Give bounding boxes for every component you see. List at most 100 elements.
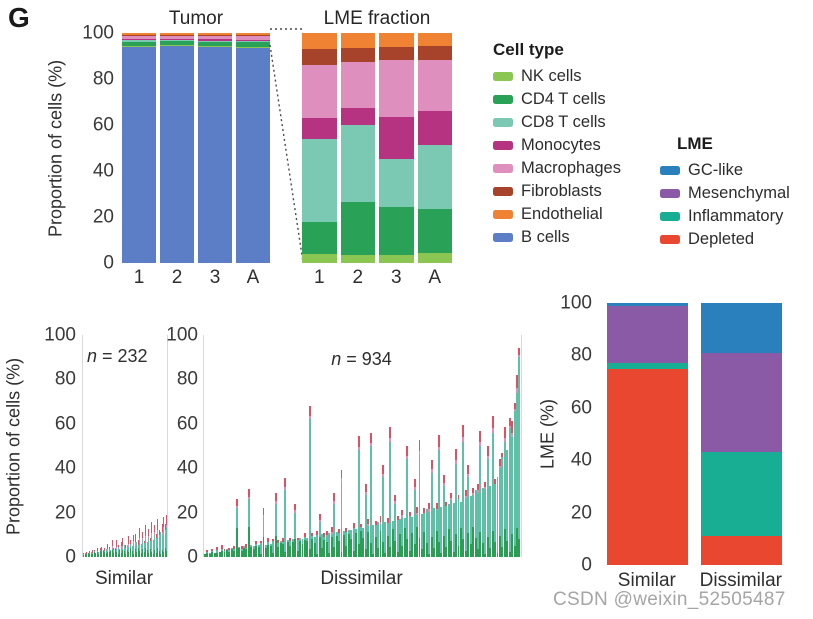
dense-segment-cd4-part — [420, 549, 423, 557]
dense-segment-cd8-part — [243, 545, 245, 548]
dense-segment-cd4-part — [406, 539, 409, 557]
dense-segment-cd4-part — [163, 552, 165, 557]
dissimilar-x-label: Dissimilar — [320, 568, 403, 589]
lme-fraction-x-categories: 1 2 3 A — [302, 267, 452, 289]
dense-segment-pink-part — [333, 501, 336, 504]
dense-bar — [86, 335, 88, 557]
dense-bar — [425, 335, 428, 557]
dense-segment-cd8-part — [360, 526, 362, 532]
dense-segment-red-tip — [457, 494, 460, 500]
cell-type-legend: Cell type NK cells CD4 T cells CD8 T cells M… — [493, 40, 621, 249]
dense-segment-red-tip — [166, 514, 168, 525]
dense-bar — [459, 335, 462, 557]
dense-bar — [472, 335, 475, 557]
dense-segment-cd8-part — [123, 545, 125, 552]
dense-segment-cd4-part — [503, 529, 506, 557]
legend-swatch — [493, 210, 513, 219]
dense-bar — [140, 335, 142, 557]
legend-label: CD4 T cells — [521, 90, 606, 108]
dense-segment-cd8-part — [238, 546, 241, 549]
stacked-bar-Dissimilar — [701, 303, 782, 565]
dense-bar — [93, 335, 95, 557]
dense-bar — [462, 335, 465, 557]
dense-segment-cd8-part — [503, 441, 506, 530]
segment-b-cells — [198, 46, 232, 263]
dense-segment-red-tip — [122, 538, 124, 546]
dense-bar — [384, 335, 387, 557]
dense-bar — [240, 335, 243, 557]
lme-legend: LME GC-like Mesenchymal Inflammatory Deplete… — [660, 134, 790, 251]
dense-segment-pink-part — [163, 526, 165, 530]
dense-segment-cd4-part — [160, 554, 162, 557]
dense-segment-red-tip — [223, 549, 226, 551]
dense-segment-cd4-part — [333, 546, 336, 557]
dense-segment-red-tip — [367, 519, 370, 525]
dense-segment-cd4-part — [462, 539, 465, 557]
dense-segment-cd4-part — [394, 540, 397, 557]
dense-segment-pink-part — [518, 354, 521, 358]
dense-segment-pink-part — [164, 530, 166, 533]
dense-segment-cd4-part — [469, 544, 472, 557]
segment-monocytes — [379, 117, 414, 159]
dense-segment-pink-part — [477, 490, 479, 493]
dense-segment-red-tip — [467, 465, 470, 474]
dense-segment-cd4-part — [208, 553, 211, 557]
stacked-bar-2 — [340, 33, 375, 263]
segment-cd8-t-cells — [340, 125, 375, 203]
dense-bar — [146, 335, 148, 557]
dense-bar — [233, 335, 236, 557]
dense-segment-cd4-part — [440, 553, 443, 557]
dense-bar — [139, 335, 141, 557]
dense-segment-cd4-part — [459, 528, 462, 557]
dense-segment-cd8-part — [511, 437, 514, 535]
dense-segment-cd4-part — [374, 536, 377, 557]
segment-fibroblasts — [198, 34, 232, 37]
dense-segment-cd4-part — [252, 549, 255, 557]
segment-depleted — [607, 368, 688, 565]
legend-item-fibroblasts: Fibroblasts — [493, 180, 621, 203]
segment-endothelial — [417, 33, 452, 47]
dense-segment-cd4-part — [423, 531, 426, 557]
dense-segment-cd8-part — [308, 419, 311, 550]
dense-segment-cd8-part — [87, 552, 89, 554]
dense-segment-cd4-part — [321, 548, 323, 557]
dense-segment-cd8-part — [313, 537, 316, 544]
dense-segment-cd4-part — [362, 538, 365, 557]
dense-segment-cd4-part — [347, 533, 350, 557]
dense-segment-cd4-part — [455, 534, 457, 557]
dense-segment-pink-part — [389, 437, 392, 442]
dense-segment-red-tip — [161, 524, 163, 533]
stacked-bar-1 — [302, 33, 337, 263]
dense-segment-red-tip — [438, 435, 440, 447]
dense-segment-red-tip — [311, 533, 314, 537]
dense-segment-red-tip — [498, 459, 501, 466]
lme-fraction-plot — [302, 33, 452, 263]
dense-segment-cd8-part — [384, 521, 387, 554]
dense-segment-cd8-part — [403, 517, 406, 528]
dense-segment-cd4-part — [372, 554, 375, 557]
dense-bar — [99, 335, 101, 557]
dense-segment-pink-part — [428, 509, 431, 512]
dense-segment-pink-part — [369, 442, 372, 447]
y-tick-label: 80 — [54, 368, 76, 390]
dense-bar — [282, 335, 284, 557]
dense-segment-pink-part — [455, 460, 457, 464]
similar-y-ticks: 0 20 40 60 80 100 — [34, 326, 76, 567]
dense-segment-cd4-part — [92, 553, 94, 557]
dense-bar — [213, 335, 216, 557]
dense-segment-cd8-part — [445, 505, 448, 547]
dense-segment-red-tip — [274, 493, 277, 502]
dense-segment-cd4-part — [350, 539, 353, 557]
dense-segment-cd4-part — [282, 544, 284, 557]
dense-segment-pink-part — [462, 437, 465, 442]
dense-bar — [114, 335, 116, 557]
dense-segment-cd8-part — [110, 550, 112, 552]
dense-segment-cd8-part — [481, 488, 484, 544]
dense-segment-red-tip — [228, 548, 231, 551]
dense-segment-cd4-part — [101, 552, 103, 557]
dense-segment-cd4-part — [154, 550, 156, 557]
y-tick-label: 0 — [65, 546, 76, 568]
dense-bar — [420, 335, 423, 557]
dense-bar — [491, 335, 494, 557]
legend-item-depleted: Depleted — [660, 228, 790, 251]
